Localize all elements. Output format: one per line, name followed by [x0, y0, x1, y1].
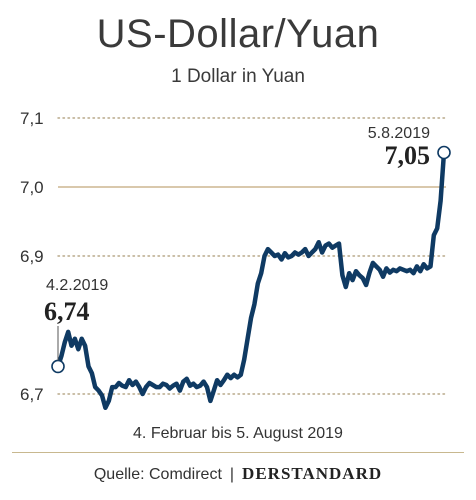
y-tick-labels: 7,1 7,0 6,9 6,7: [20, 109, 44, 404]
start-value-label: 6,74: [44, 297, 90, 326]
y-tick-label: 6,9: [20, 247, 44, 266]
chart-subtitle: 1 Dollar in Yuan: [171, 66, 305, 87]
grid-layer: [57, 117, 447, 395]
start-point-marker: [51, 359, 65, 374]
end-value-label: 7,05: [385, 141, 431, 170]
brand-logo: DERSTANDARD: [242, 464, 383, 483]
y-tick-label: 6,7: [20, 385, 44, 404]
footer-divider: [12, 452, 464, 453]
page-title: US-Dollar/Yuan: [96, 12, 380, 56]
y-tick-label: 7,1: [20, 109, 44, 128]
end-date-label: 5.8.2019: [368, 125, 430, 142]
end-point-marker: [437, 145, 451, 160]
x-axis-caption: 4. Februar bis 5. August 2019: [133, 425, 343, 442]
y-tick-label: 7,0: [20, 178, 44, 197]
footer: Quelle: Comdirect | DERSTANDARD: [0, 464, 476, 484]
series-line-usd-cny: [55, 150, 447, 411]
start-date-label: 4.2.2019: [46, 277, 108, 294]
footer-separator: |: [229, 466, 235, 483]
source-text: Quelle: Comdirect: [93, 466, 222, 483]
